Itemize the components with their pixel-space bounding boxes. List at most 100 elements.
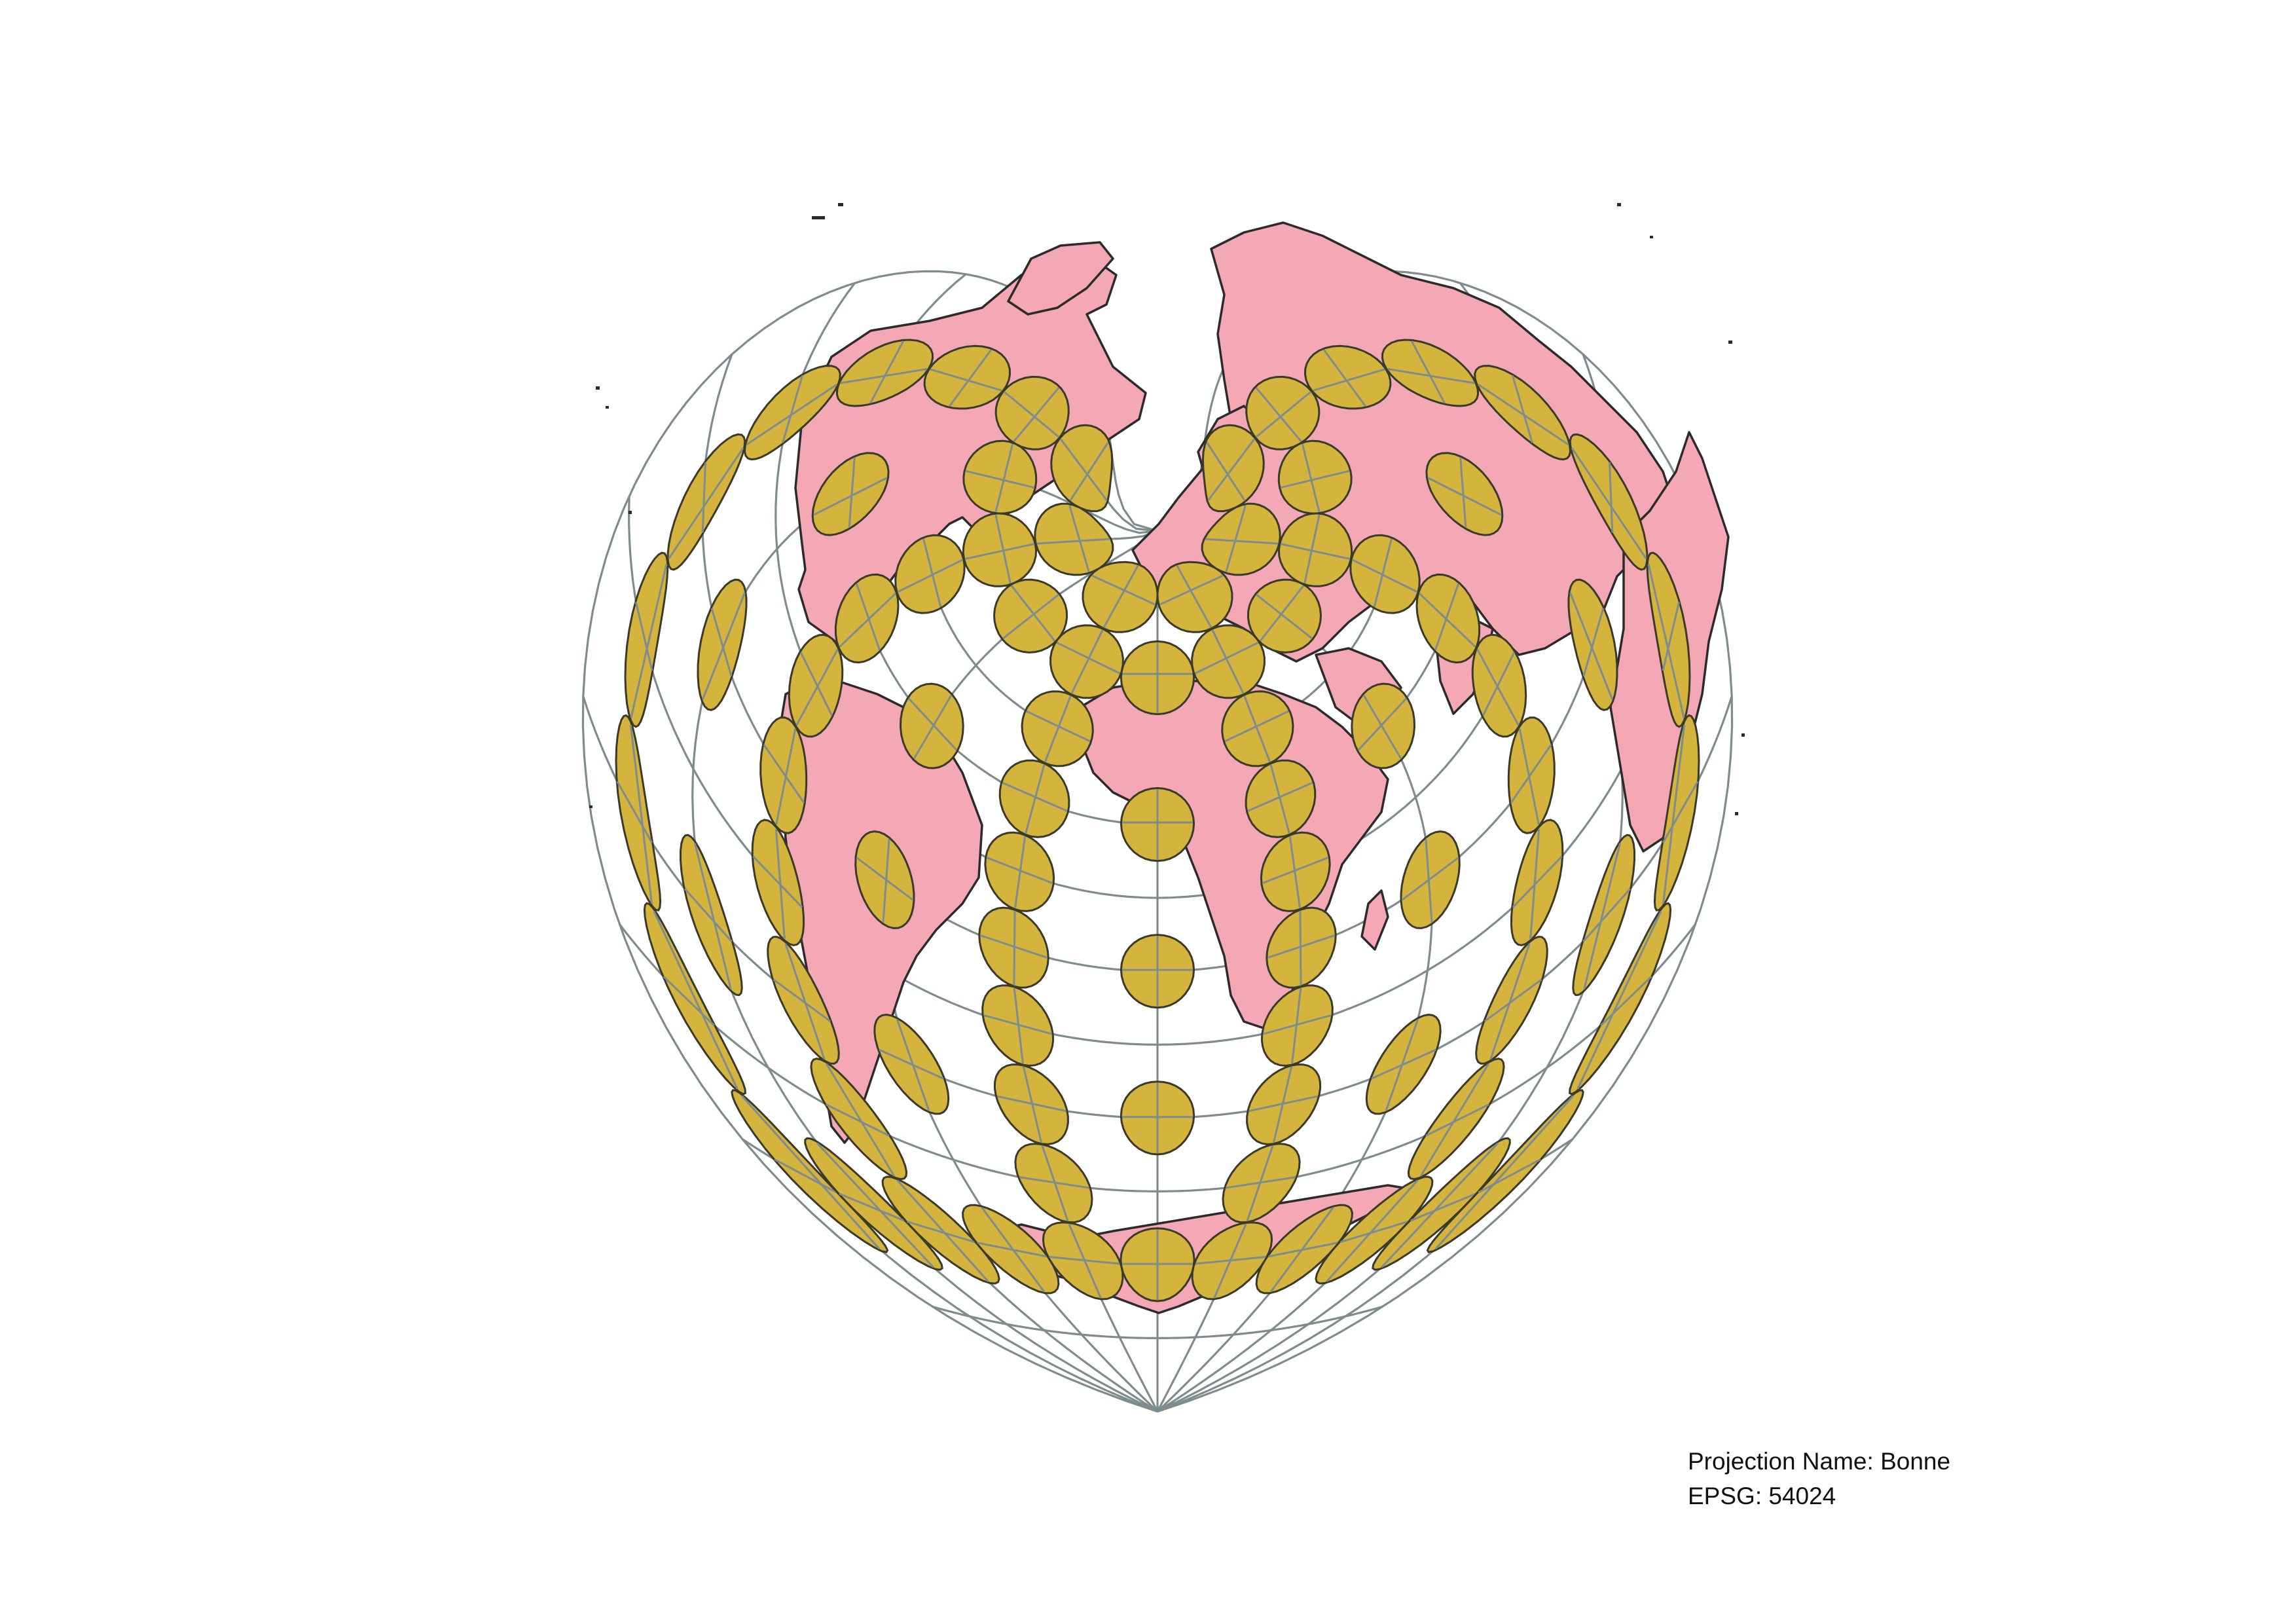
tissot-cross [1013,387,1060,443]
tissot-cross [752,855,803,908]
tissot-cross [1362,694,1402,760]
tissot-cross [896,1179,989,1282]
tissot-cross [839,593,896,648]
tissot-cross [1427,477,1502,516]
tissot-ellipse [962,439,1038,515]
tissot-ellipse [1646,551,1691,728]
tissot-cross [1401,857,1459,901]
tissot-cross [897,559,963,593]
tissot-cross [1381,1142,1499,1268]
tissot-cross [1301,443,1321,512]
tissot-cross [813,477,888,516]
tissot-cross [616,781,653,843]
tissot-cross [1410,341,1446,404]
tissot-cross [663,976,716,1027]
tissot-cross [1207,438,1256,501]
tissot-ellipse [1572,834,1635,997]
tissot-cross [1002,782,1068,812]
tissot-cross [774,1158,837,1194]
tissot-cross [1303,514,1321,583]
tissot-cross [1159,574,1224,606]
island-fragment [1617,203,1621,206]
tissot-ellipse [1277,439,1353,515]
tissot-cross [799,652,833,716]
island-fragment [1728,341,1732,344]
land-madagascar [1360,889,1389,951]
tissot-cross [668,447,744,559]
tissot-cross [634,602,653,671]
tissot-cross [1070,629,1104,694]
tissot-ellipse [923,344,1011,410]
tissot-cross [1195,1255,1266,1265]
tissot-cross [1206,442,1246,501]
tissot-cross [701,462,707,533]
tissot-cross [1313,368,1385,392]
tissot-cross [1340,1221,1408,1244]
tissot-cross [1583,843,1621,990]
epsg-code-label: EPSG: 54024 [1688,1483,1836,1509]
tissot-cross [1571,447,1647,559]
tissot-cross [1662,602,1681,671]
tissot-cross [1322,349,1366,407]
tissot-cross [1599,976,1652,1027]
tissot-cross [1484,978,1542,1022]
tissot-indicatrices [615,339,1700,1302]
tissot-cross [1299,911,1302,986]
tissot-cross [1068,505,1090,572]
tissot-cross [1608,462,1614,533]
tissot-cross [1268,1242,1338,1258]
tissot-ellipse [1303,344,1392,410]
tissot-cross [1256,594,1313,639]
tissot-cross [1510,744,1552,803]
tissot-cross [1036,538,1110,545]
tissot-cross [1255,391,1311,438]
tissot-cross [1102,564,1139,628]
tissot-cross [1263,1014,1332,1035]
tissot-cross [839,1192,905,1222]
tissot-cross [869,341,905,404]
tissot-cross [1269,764,1290,834]
island-fragment [1735,812,1738,815]
tissot-cross [879,1048,944,1080]
tissot-cross [630,564,668,718]
tissot-ellipse [1351,682,1416,769]
tissot-cross [855,583,881,651]
tissot-ellipse [1349,534,1421,614]
tissot-cross [1582,888,1631,942]
island-fragment [1650,236,1653,238]
tissot-cross [1434,1095,1574,1250]
tissot-cross [694,843,732,990]
tissot-cross [653,910,738,1090]
tissot-ellipse [680,834,743,997]
tissot-cross [1176,564,1212,628]
tissot-cross [826,1063,896,1177]
island-fragment [589,805,592,808]
tissot-cross [1247,782,1313,812]
tissot-cross [1482,652,1516,716]
tissot-ellipse [894,534,966,614]
tissot-cross [1069,442,1109,501]
tissot-cross [1478,1158,1541,1194]
tissot-cross [1091,574,1156,606]
tissot-cross [986,857,1053,885]
tissot-cross [949,349,993,407]
tissot-cross [782,375,804,443]
tissot-cross [773,978,831,1022]
tissot-cross [1582,608,1605,676]
tissot-ellipse [962,512,1038,587]
tissot-cross [996,1095,1066,1113]
tissot-cross [1056,642,1120,674]
tissot-cross [913,694,953,760]
tissot-cross [763,744,805,803]
tissot-cross [684,888,733,942]
tissot-ellipse [1475,935,1548,1065]
tissot-cross [1647,564,1685,718]
tissot-cross [1576,910,1662,1090]
island-fragment [838,203,843,206]
tissot-cross [965,543,1034,560]
tissot-cross [1226,1176,1296,1189]
tissot-cross [1013,836,1027,908]
island-fragment [629,511,632,514]
tissot-cross [1419,593,1476,648]
